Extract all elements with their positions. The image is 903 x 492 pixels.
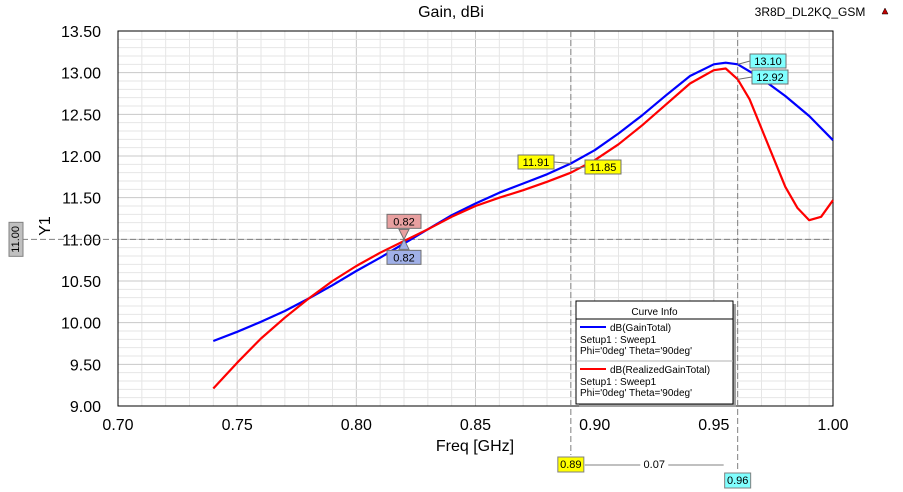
marker-gain-096-box[interactable] [749, 53, 787, 69]
marker-realized-096-box[interactable] [751, 69, 789, 85]
y-tick-label: 11.00 [62, 232, 101, 249]
x-tick-label: 0.90 [579, 417, 610, 434]
x-tick-label: 0.85 [460, 417, 491, 434]
chart-title: Gain, dBi [418, 4, 484, 21]
series-group [212, 61, 834, 390]
marker-realized-096-leader [737, 76, 753, 80]
marker-082-bottom-pointer [398, 238, 410, 250]
cursor-x1-label-box[interactable] [557, 456, 585, 473]
y-tick-label: 9.50 [70, 357, 101, 374]
marker-gain-096-leader [737, 60, 751, 65]
x-tick-labels: 0.70 0.75 0.80 0.85 0.90 0.95 1.00 [102, 417, 848, 434]
markers[interactable]: 13.10 12.92 11.91 11.85 0.82 0.82 [386, 53, 789, 265]
y-tick-label: 12.00 [61, 149, 101, 166]
cursor-y-label-box[interactable] [8, 221, 24, 257]
corner-arrow-icon[interactable] [881, 7, 889, 15]
marker-082-top-label: 0.82 [393, 216, 414, 228]
y-tick-label: 10.00 [61, 316, 101, 333]
legend-entry-detail: Setup1 : Sweep1 [580, 377, 657, 388]
series-gain-total [212, 61, 834, 343]
legend-entry-detail: Phi='0deg' Theta='90deg' [580, 388, 692, 399]
design-name: 3R8D_DL2KQ_GSM [755, 5, 866, 19]
marker-082-bottom-box[interactable] [386, 249, 422, 265]
y-tick-label: 9.00 [70, 399, 101, 416]
cursors[interactable]: 0.89 0.96 0.07 11.00 [8, 31, 833, 489]
cursor-y-label: 11.00 [10, 226, 22, 253]
cursor-x1-label: 0.89 [560, 459, 581, 471]
marker-gain-089-label: 11.91 [523, 157, 550, 169]
y-tick-label: 13.50 [61, 24, 101, 41]
marker-realized-096-label: 12.92 [756, 72, 784, 84]
marker-gain-089-box[interactable] [517, 154, 555, 170]
series-realized-gain-total [212, 67, 834, 390]
y-tick-label: 11.50 [62, 191, 101, 208]
marker-082-top-box[interactable] [386, 213, 422, 229]
marker-gain-096-label: 13.10 [754, 56, 782, 68]
legend-entry-name: dB(RealizedGainTotal) [610, 365, 710, 376]
y-tick-labels: 9.00 9.50 10.00 10.50 11.00 11.50 12.00 12.50 13… [61, 24, 101, 416]
y-axis-label: Y1 [37, 216, 54, 236]
x-tick-label: 0.80 [341, 417, 372, 434]
legend-entry-detail: Setup1 : Sweep1 [580, 335, 657, 346]
cursor-x2-label-box[interactable] [724, 472, 752, 489]
marker-realized-089-leader [570, 166, 586, 169]
marker-gain-089-leader [553, 161, 571, 164]
legend-title: Curve Info [631, 307, 678, 318]
x-axis-label: Freq [GHz] [436, 438, 514, 455]
marker-realized-089-box[interactable] [584, 159, 622, 175]
y-tick-label: 10.50 [61, 274, 101, 291]
legend-entry-name: dB(GainTotal) [610, 323, 671, 334]
x-tick-label: 0.95 [698, 417, 729, 434]
legend-box [575, 300, 734, 405]
cursor-x2-label: 0.96 [727, 475, 748, 487]
x-tick-label: 0.70 [102, 417, 133, 434]
y-tick-label: 13.00 [61, 66, 101, 83]
y-tick-label: 12.50 [61, 107, 101, 124]
cursor-delta-label: 0.07 [644, 459, 665, 471]
legend-entry-detail: Phi='0deg' Theta='90deg' [580, 346, 692, 357]
x-tick-label: 1.00 [817, 417, 848, 434]
marker-082-bottom-label: 0.82 [393, 252, 414, 264]
plot-frame [117, 30, 834, 407]
marker-realized-089-label: 11.85 [590, 162, 617, 174]
cursor-delta-bg [640, 458, 669, 471]
marker-082-top-pointer [398, 228, 410, 241]
x-tick-label: 0.75 [222, 417, 253, 434]
